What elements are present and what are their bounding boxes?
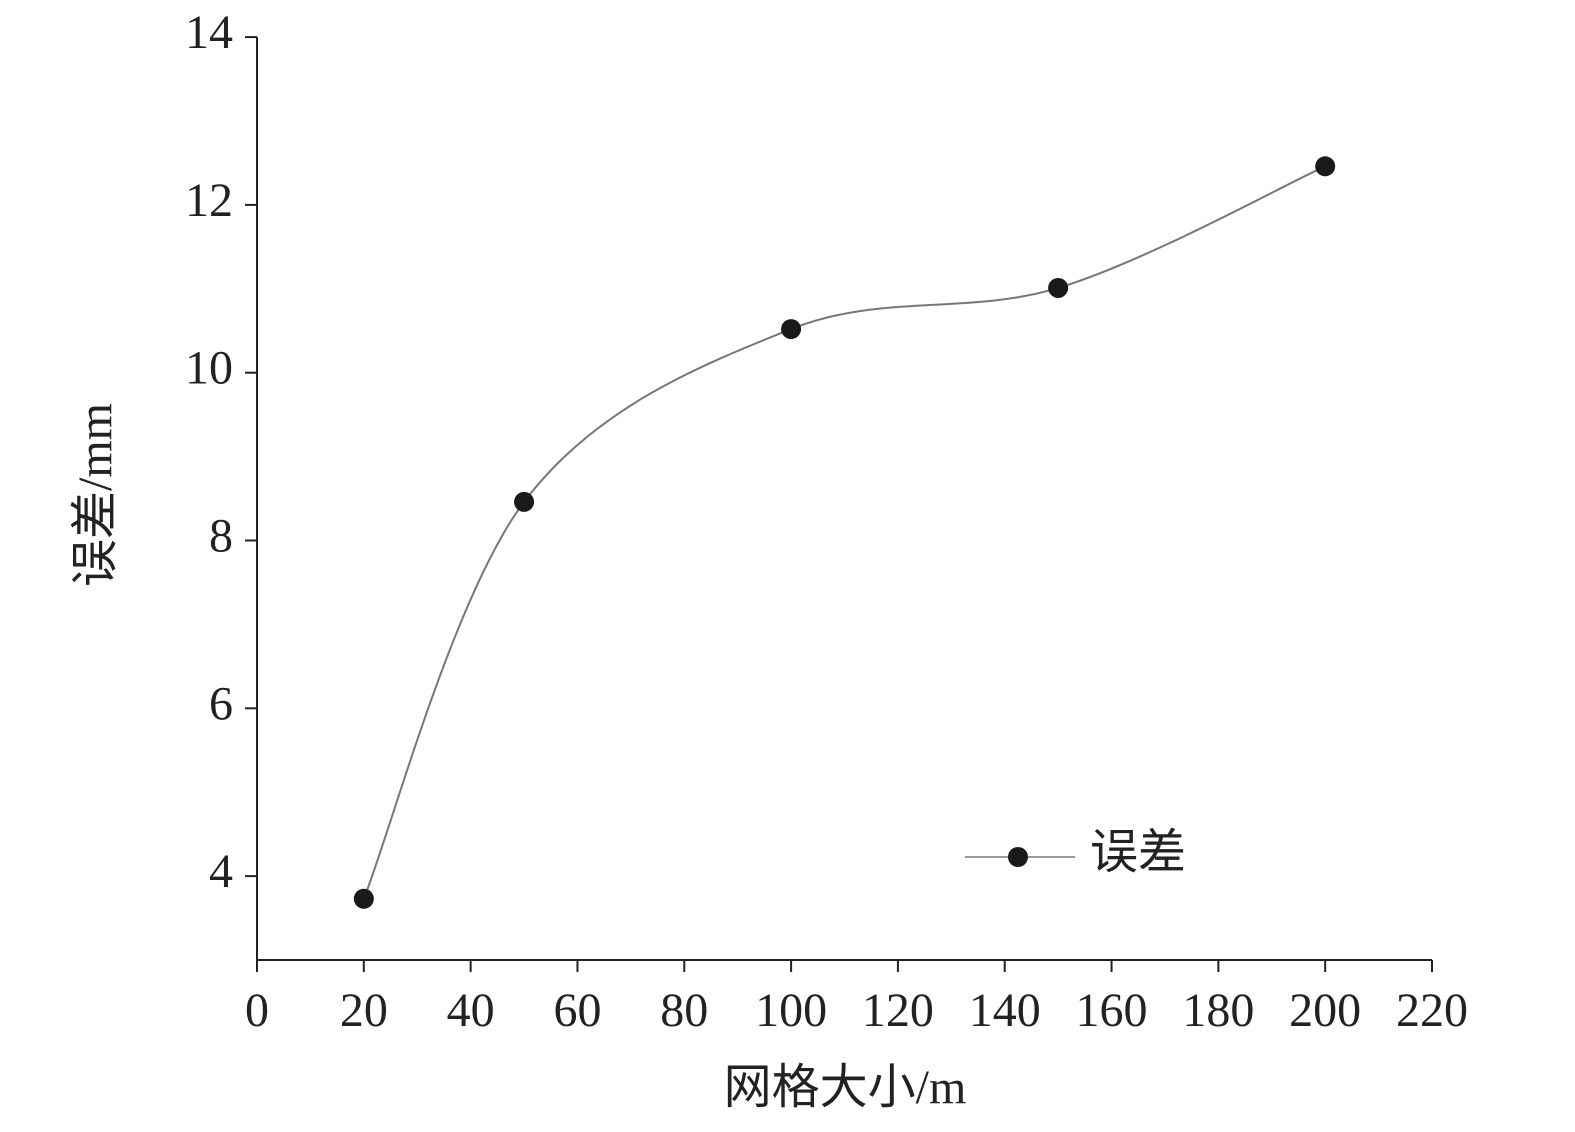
y-tick-label: 6 <box>209 677 233 730</box>
y-tick-label: 8 <box>209 510 233 563</box>
y-tick-label: 14 <box>185 6 233 59</box>
data-point <box>1048 277 1069 298</box>
legend-label: 误差 <box>1090 826 1186 879</box>
x-tick-label: 20 <box>340 984 388 1037</box>
x-tick-label: 220 <box>1396 984 1468 1037</box>
y-axis-label: 误差/mm <box>69 403 122 587</box>
data-point <box>514 491 535 512</box>
x-tick-label: 180 <box>1182 984 1254 1037</box>
x-tick-label: 100 <box>755 984 827 1037</box>
y-tick-label: 12 <box>185 174 233 227</box>
x-tick-label: 60 <box>553 984 601 1037</box>
x-tick-label: 160 <box>1076 984 1148 1037</box>
legend-marker <box>1008 847 1028 867</box>
x-axis-label: 网格大小/m <box>724 1061 967 1114</box>
y-tick-label: 10 <box>185 342 233 395</box>
data-point <box>353 888 374 909</box>
y-tick-label: 4 <box>209 845 233 898</box>
data-point <box>781 319 802 340</box>
x-tick-label: 140 <box>969 984 1041 1037</box>
data-point <box>1315 156 1336 177</box>
x-tick-label: 120 <box>862 984 934 1037</box>
x-tick-label: 200 <box>1289 984 1361 1037</box>
x-tick-label: 0 <box>245 984 269 1037</box>
x-tick-label: 40 <box>447 984 495 1037</box>
series-line <box>362 165 1326 900</box>
x-tick-label: 80 <box>660 984 708 1037</box>
